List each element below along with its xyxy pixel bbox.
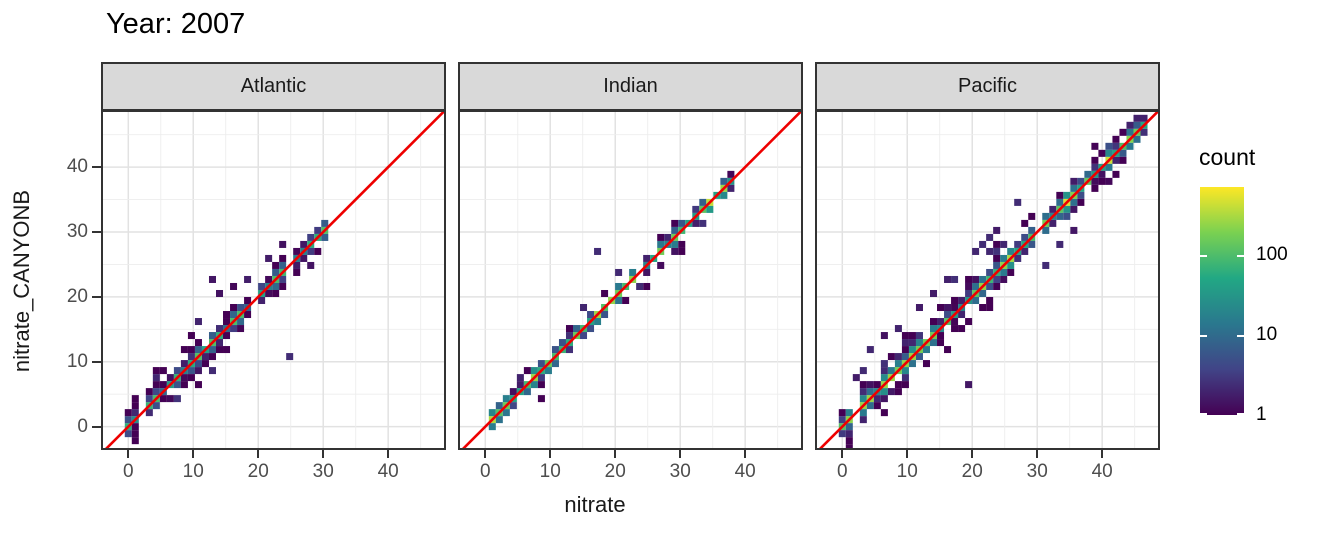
facet-strip-pacific: Pacific xyxy=(815,62,1160,111)
y-tick-label: 40 xyxy=(66,156,88,178)
x-tick-label: 0 xyxy=(479,461,491,482)
x-tick-mark xyxy=(484,450,487,458)
legend-colorbar xyxy=(1200,187,1244,415)
legend-colorbar-tick xyxy=(1237,334,1244,337)
identity-line xyxy=(817,110,1160,450)
x-tick-label: 10 xyxy=(539,461,561,482)
x-tick-label: 20 xyxy=(247,461,269,482)
x-axis-label: nitrate xyxy=(564,492,626,517)
gridlines xyxy=(458,110,803,450)
chart-title: Year: 2007 xyxy=(106,8,246,40)
x-tick-mark xyxy=(322,450,325,458)
identity-line xyxy=(460,110,803,450)
x-tick-mark xyxy=(971,450,974,458)
x-tick-mark xyxy=(549,450,552,458)
legend-tick-label: 10 xyxy=(1256,323,1278,345)
x-tick-label: 0 xyxy=(122,461,134,482)
x-tick-mark xyxy=(744,450,747,458)
x-tick-label: 10 xyxy=(896,461,918,482)
y-tick-mark xyxy=(92,295,101,298)
panel-border xyxy=(458,110,803,450)
legend-tick-label: 100 xyxy=(1256,243,1288,265)
x-tick-mark xyxy=(1101,450,1104,458)
facet-panel-pacific xyxy=(815,110,1160,450)
x-tick-label: 40 xyxy=(734,461,756,482)
x-tick-mark xyxy=(614,450,617,458)
x-tick-label: 40 xyxy=(377,461,399,482)
y-tick-label: 0 xyxy=(77,415,88,437)
legend-colorbar-tick xyxy=(1200,254,1207,257)
x-tick-mark xyxy=(387,450,390,458)
x-tick-label: 20 xyxy=(961,461,983,482)
legend-title: count xyxy=(1199,144,1256,170)
gridlines xyxy=(815,110,1160,450)
facet-strip-label: Indian xyxy=(603,75,658,97)
y-tick-label: 10 xyxy=(66,350,88,372)
legend-colorbar-tick xyxy=(1200,413,1207,415)
identity-line xyxy=(103,110,446,450)
x-tick-label: 20 xyxy=(604,461,626,482)
legend-colorbar-tick xyxy=(1237,254,1244,257)
x-tick-mark xyxy=(257,450,260,458)
legend-tick-label: 1 xyxy=(1256,404,1267,425)
x-tick-label: 30 xyxy=(1026,461,1048,482)
x-tick-mark xyxy=(679,450,682,458)
legend-colorbar-tick xyxy=(1237,413,1244,415)
x-tick-mark xyxy=(192,450,195,458)
facet-strip-label: Atlantic xyxy=(240,75,307,97)
x-tick-mark xyxy=(906,450,909,458)
y-tick-mark xyxy=(92,230,101,233)
facet-strip-atlantic: Atlantic xyxy=(101,62,446,111)
y-tick-mark xyxy=(92,360,101,363)
x-tick-mark xyxy=(127,450,130,458)
facet-strip-label: Pacific xyxy=(958,75,1017,97)
y-axis-label: nitrate_CANYONB xyxy=(9,189,34,373)
legend-colorbar-tick xyxy=(1200,334,1207,337)
y-tick-label: 30 xyxy=(66,220,88,242)
panel-border xyxy=(101,110,446,450)
facet-panel-atlantic xyxy=(101,110,446,450)
y-tick-label: 20 xyxy=(66,285,88,307)
x-tick-mark xyxy=(841,450,844,458)
y-tick-mark xyxy=(92,425,101,428)
x-tick-label: 10 xyxy=(182,461,204,482)
x-tick-label: 30 xyxy=(312,461,334,482)
y-tick-mark xyxy=(92,166,101,169)
x-tick-label: 40 xyxy=(1091,461,1113,482)
facet-strip-indian: Indian xyxy=(458,62,803,111)
facet-panel-indian xyxy=(458,110,803,450)
x-tick-label: 0 xyxy=(836,461,848,482)
panel-border xyxy=(815,110,1160,450)
x-tick-label: 30 xyxy=(669,461,691,482)
x-tick-mark xyxy=(1036,450,1039,458)
